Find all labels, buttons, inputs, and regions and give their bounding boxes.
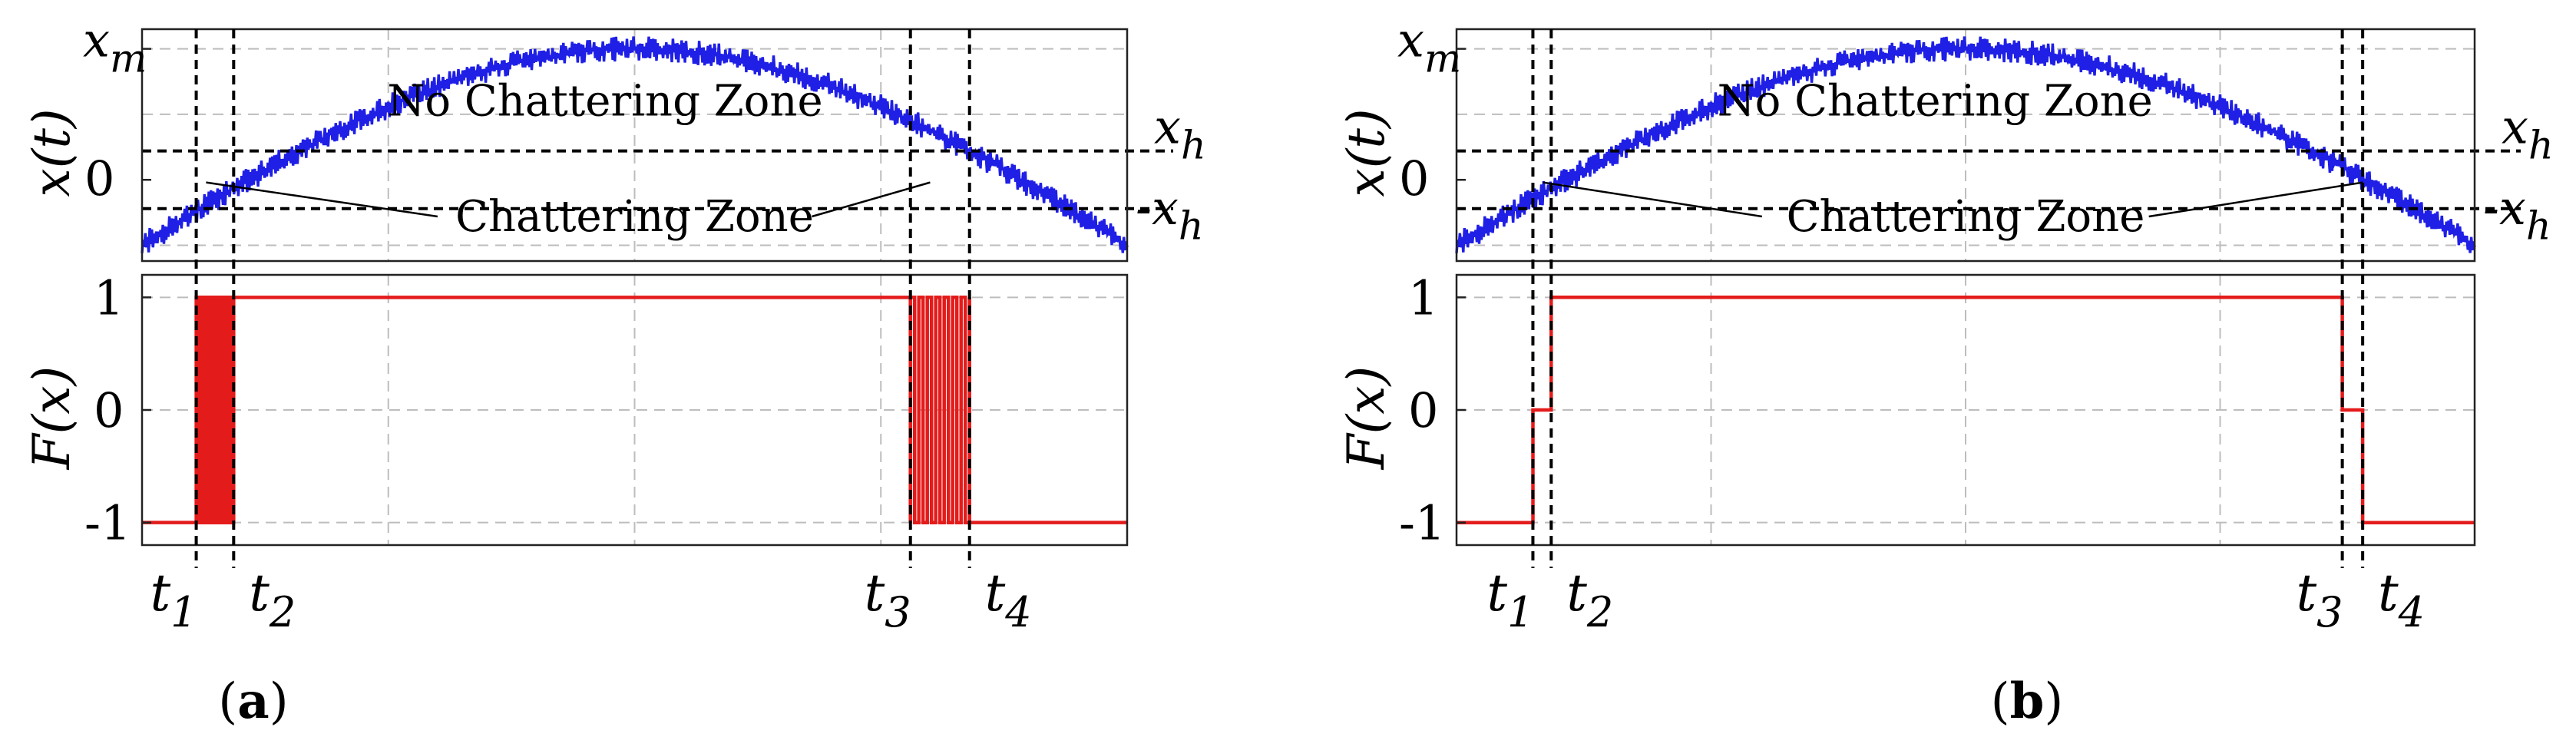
xtick-label-t1-sub: 1: [1507, 588, 1533, 636]
xtick-label-t2: t2: [249, 564, 296, 636]
top-axes-frame: [141, 28, 1129, 263]
xtick-label-t3-main: t: [2297, 564, 2317, 623]
threshold-label-0-main: x: [1154, 99, 1181, 155]
top-ytick-label-0-main: x: [83, 12, 110, 68]
xtick-label-t4-sub: 4: [1004, 588, 1031, 636]
xtick-label-t2-main: t: [1566, 564, 1587, 623]
xtick-label-t1-sub: 1: [170, 588, 197, 636]
top-ytick-label-1-main: 0: [1399, 150, 1429, 207]
panel-label-close: ): [2044, 673, 2063, 730]
bottom-ytick-label-2: -1: [84, 495, 131, 551]
xtick-label-t1-main: t: [150, 564, 171, 623]
threshold-label-0-sub: h: [2528, 123, 2554, 168]
top-ytick-label-0-sub: m: [110, 35, 147, 81]
xtick-label-t1-main: t: [1486, 564, 1507, 623]
panel-label-letter: b: [2010, 673, 2045, 730]
output-chattering-burst-0: [194, 296, 236, 524]
xtick-label-t3: t3: [865, 564, 911, 636]
xtick-label-t4-main: t: [2378, 564, 2399, 623]
xtick-label-t3: t3: [2297, 564, 2343, 636]
panel-label: (a): [218, 673, 288, 730]
output-chattering-burst-1: [908, 296, 971, 524]
xtick-label-t4: t4: [2378, 564, 2425, 636]
xtick-label-t1: t1: [150, 564, 197, 636]
bottom-ytick-label-0: 1: [1408, 269, 1438, 326]
xtick-label-t4-main: t: [985, 564, 1006, 623]
bottom-ytick-label-2: -1: [1399, 495, 1445, 551]
threshold-label-1-sub: h: [1179, 203, 1204, 249]
threshold-label-0-main: x: [2502, 99, 2528, 155]
panel-label-letter: a: [237, 673, 269, 730]
panel-label-open: (: [218, 673, 237, 730]
x-signal-line: [141, 36, 1129, 253]
top-ytick-label-0: xm: [1397, 12, 1461, 81]
threshold-label-1-sub: h: [2526, 203, 2551, 249]
xtick-label-t2-sub: 2: [1586, 588, 1613, 636]
bottom-ytick-label-1: 0: [1408, 382, 1438, 438]
bottom-ytick-label-1: 0: [94, 382, 124, 438]
xtick-label-t3-sub: 3: [2316, 588, 2343, 636]
chattering-leader-right: [812, 181, 931, 218]
xtick-label-t3-main: t: [865, 564, 885, 623]
threshold-label-1-main: -x: [2483, 180, 2526, 236]
top-ytick-label-0-main: x: [1397, 12, 1424, 68]
xtick-label-t4: t4: [985, 564, 1032, 636]
bottom-plot: 1 0 -1F(x): [22, 269, 1129, 551]
top-axes-frame: [1455, 28, 2476, 263]
xtick-label-t1: t1: [1486, 564, 1533, 636]
top-ylabel: x(t): [22, 108, 81, 197]
bottom-plot: 1 0 -1F(x): [1337, 269, 2476, 551]
bottom-ytick-label-0: 1: [94, 269, 124, 326]
top-ytick-label-1-main: 0: [84, 150, 114, 207]
no-chattering-zone-label: No Chattering Zone: [387, 77, 822, 127]
panel-label-open: (: [1991, 673, 2010, 730]
chattering-leader-left: [1543, 181, 1762, 218]
top-ylabel: x(t): [1337, 108, 1396, 197]
x-signal-line: [1455, 36, 2476, 253]
threshold-label-0: xh: [1154, 99, 1206, 168]
xtick-label-t2: t2: [1566, 564, 1613, 636]
top-ytick-label-1: 0: [1399, 150, 1429, 207]
threshold-label-1: -xh: [2483, 180, 2551, 249]
bottom-ylabel: F(x): [1337, 366, 1396, 471]
panel-label-close: ): [270, 673, 289, 730]
chattering-leader-right: [2148, 181, 2363, 218]
top-ytick-label-0-sub: m: [1424, 35, 1461, 81]
xtick-label-t4-sub: 4: [2398, 588, 2425, 636]
xtick-label-t2-sub: 2: [269, 588, 296, 636]
chattering-zone-label: Chattering Zone: [455, 192, 814, 242]
chattering-zone-label: Chattering Zone: [1787, 192, 2145, 242]
panel-label: (b): [1991, 673, 2064, 730]
chattering-leader-left: [206, 181, 438, 218]
threshold-label-1-main: -x: [1136, 180, 1179, 236]
top-ytick-label-1: 0: [84, 150, 114, 207]
no-chattering-zone-label: No Chattering Zone: [1718, 77, 2153, 127]
top-ytick-label-0: xm: [83, 12, 147, 81]
threshold-label-0: xh: [2502, 99, 2554, 168]
threshold-label-1: -xh: [1136, 180, 1204, 249]
xtick-label-t3-sub: 3: [885, 588, 911, 636]
threshold-label-0-sub: h: [1181, 123, 1206, 168]
bottom-ylabel: F(x): [22, 366, 81, 471]
xtick-label-t2-main: t: [249, 564, 270, 623]
